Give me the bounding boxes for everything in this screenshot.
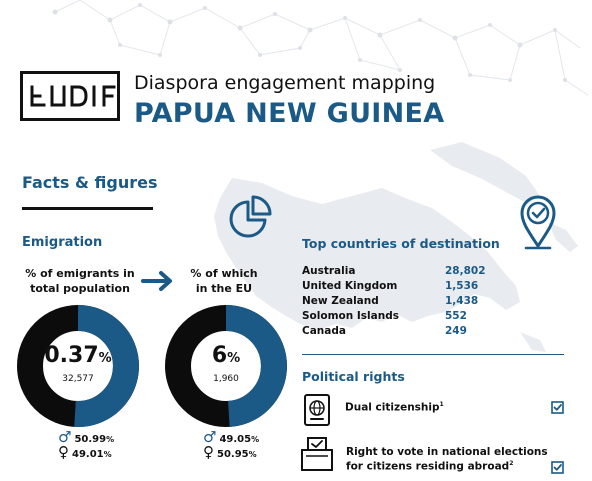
- political-rights-heading: Political rights: [302, 369, 405, 384]
- eu-female-value: 50.95: [217, 449, 249, 460]
- vote-abroad-text: for citizens residing abroad: [346, 460, 510, 473]
- destination-country: Solomon Islands: [302, 310, 399, 322]
- passport-icon: [304, 394, 330, 426]
- location-pin-check-icon: [520, 195, 556, 250]
- pie-chart-icon: [229, 195, 272, 238]
- total-male-value: 50.99: [74, 434, 107, 445]
- total-percent-value: 0.37: [44, 343, 99, 368]
- eudif-logo: [20, 71, 120, 121]
- dual-citizenship-text: Dual citizenship: [345, 401, 440, 414]
- dual-citizenship-label: Dual citizenship1: [345, 401, 444, 414]
- facts-heading: Facts & figures: [22, 173, 158, 192]
- destination-row: New Zealand 1,438: [302, 295, 492, 310]
- destination-row: Solomon Islands 552: [302, 310, 492, 325]
- eu-percent-unit: %: [227, 351, 241, 366]
- female-icon: ♀: [203, 443, 214, 461]
- total-percent-unit: %: [98, 351, 112, 366]
- checkbox-checked-icon: [551, 401, 564, 414]
- arrow-right-icon: [141, 271, 172, 291]
- donut-male-segment: [74, 305, 139, 427]
- eu-female-unit: %: [248, 450, 257, 459]
- male-icon: ♂: [203, 428, 217, 446]
- section-divider: [302, 354, 564, 355]
- total-caption: % of emigrants in total population: [20, 266, 140, 296]
- vote-abroad-label-line1: Right to vote in national elections: [346, 446, 548, 458]
- dual-citizenship-footnote: 1: [439, 401, 444, 408]
- destination-value: 552: [445, 310, 467, 322]
- page-subtitle: Diaspora engagement mapping: [134, 72, 436, 94]
- destination-country: Australia: [302, 265, 356, 277]
- vote-abroad-label-line2: for citizens residing abroad2: [346, 460, 513, 473]
- destination-value: 1,536: [445, 280, 479, 292]
- destination-value: 249: [445, 325, 467, 337]
- emigration-heading: Emigration: [22, 235, 103, 250]
- eu-caption-line1: % of which: [190, 267, 258, 280]
- eu-male-unit: %: [251, 435, 260, 444]
- eu-male-value: 49.05: [219, 434, 252, 445]
- country-title: PAPUA NEW GUINEA: [134, 98, 445, 129]
- eu-caption: % of which in the EU: [178, 266, 270, 296]
- destination-row: Australia 28,802: [302, 265, 492, 280]
- ballot-box-icon: [301, 437, 333, 471]
- eu-female-share: ♀ 50.95%: [203, 443, 257, 461]
- total-female-unit: %: [103, 450, 112, 459]
- male-icon: ♂: [58, 428, 72, 446]
- destination-country: New Zealand: [302, 295, 379, 307]
- eu-share-donut: [165, 305, 287, 427]
- donut-male-segment: [225, 305, 287, 427]
- total-count: 32,577: [62, 374, 94, 384]
- checkbox-checked-icon: [551, 461, 564, 474]
- eu-percent-value: 6: [211, 343, 228, 368]
- destination-row: Canada 249: [302, 325, 492, 340]
- destination-value: 28,802: [445, 265, 486, 277]
- total-female-share: ♀ 49.01%: [58, 443, 112, 461]
- destination-country: Canada: [302, 325, 346, 337]
- destination-value: 1,438: [445, 295, 479, 307]
- eu-caption-line2: in the EU: [195, 282, 253, 295]
- total-caption-line1: % of emigrants in: [25, 267, 135, 280]
- vote-abroad-footnote: 2: [509, 460, 514, 467]
- destination-country: United Kingdom: [302, 280, 398, 292]
- destination-row: United Kingdom 1,536: [302, 280, 492, 295]
- total-male-unit: %: [106, 435, 115, 444]
- total-male-share: ♂ 50.99%: [58, 428, 114, 446]
- eu-percent: 6%: [176, 343, 276, 368]
- total-female-value: 49.01: [72, 449, 104, 460]
- total-caption-line2: total population: [30, 282, 130, 295]
- facts-underline: [22, 207, 153, 210]
- total-percent: 0.37%: [28, 343, 128, 368]
- eu-male-share: ♂ 49.05%: [203, 428, 259, 446]
- destinations-heading: Top countries of destination: [302, 236, 500, 251]
- eu-count: 1,960: [213, 374, 239, 384]
- female-icon: ♀: [58, 443, 69, 461]
- total-population-donut: [17, 305, 139, 427]
